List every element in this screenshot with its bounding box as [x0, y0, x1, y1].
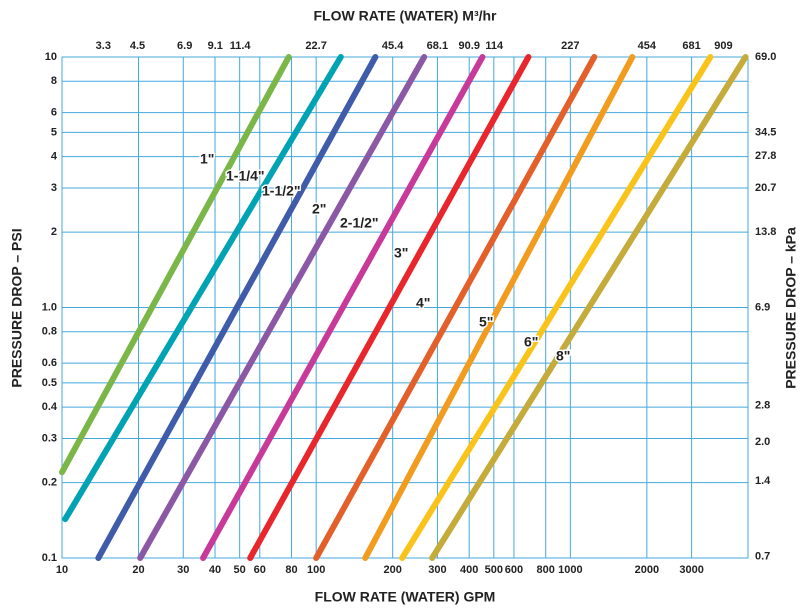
y2-tick-label: 13.8	[755, 226, 776, 238]
x-tick-label: 50	[234, 564, 246, 576]
y-tick-label: 0.1	[42, 552, 57, 564]
series-label: 3"	[394, 245, 408, 261]
x-tick-label: 10	[56, 564, 68, 576]
x-tick-label: 60	[254, 564, 266, 576]
x2-tick-label: 45.4	[382, 40, 404, 52]
y-tick-label: 4	[51, 151, 58, 163]
y-tick-label: 0.5	[42, 377, 57, 389]
series-line	[95, 54, 379, 561]
x2-tick-label: 11.4	[230, 40, 252, 52]
series-label: 5"	[479, 314, 493, 330]
y2-tick-label: 34.5	[755, 126, 776, 138]
y2-tick-label: 6.9	[755, 301, 770, 313]
y2-tick-label: 69.0	[755, 51, 776, 63]
series-label: 1"	[200, 151, 214, 167]
y-tick-label: 10	[45, 51, 57, 63]
y-tick-label: 6	[51, 106, 57, 118]
x-tick-label: 200	[384, 564, 402, 576]
series-line	[399, 54, 714, 561]
series-line	[137, 54, 428, 561]
y-tick-label: 3	[51, 182, 57, 194]
y-tick-label: 1.0	[42, 301, 57, 313]
y-tick-label: 0.8	[42, 326, 57, 338]
y-tick-label: 0.2	[42, 476, 57, 488]
series-label: 4"	[416, 295, 430, 311]
x2-tick-label: 454	[638, 40, 657, 52]
x2-tick-label: 681	[682, 40, 700, 52]
series-label: 1-1/2"	[262, 183, 301, 199]
y2-tick-label: 2.8	[755, 400, 770, 412]
y2-tick-label: 20.7	[755, 182, 776, 194]
x-tick-label: 2000	[635, 564, 659, 576]
series-label: 1-1/4"	[226, 168, 265, 184]
y2-axis-title: PRESSURE DROP – kPa	[783, 227, 799, 389]
y2-tick-label: 1.4	[755, 475, 771, 487]
x-tick-label: 3000	[679, 564, 703, 576]
x2-tick-label: 3.3	[96, 40, 111, 52]
series-line	[362, 54, 636, 561]
x2-tick-label: 68.1	[427, 40, 448, 52]
x2-tick-label: 9.1	[208, 40, 223, 52]
series-label: 6"	[524, 334, 538, 350]
y-tick-label: 0.6	[42, 357, 57, 369]
x2-tick-label: 909	[714, 40, 732, 52]
series-label: 8"	[556, 348, 570, 364]
x-tick-label: 80	[285, 564, 297, 576]
x-tick-label: 800	[537, 564, 555, 576]
series-line	[313, 54, 598, 561]
x-axis-title: FLOW RATE (WATER) GPM	[315, 589, 496, 605]
x-tick-label: 40	[209, 564, 221, 576]
y-tick-label: 8	[51, 75, 57, 87]
series-line	[200, 54, 486, 561]
y2-tick-label: 2.0	[755, 436, 770, 448]
x2-tick-label: 6.9	[177, 40, 192, 52]
y-tick-label: 0.3	[42, 432, 57, 444]
x2-tick-label: 4.5	[130, 40, 145, 52]
x-tick-label: 1000	[558, 564, 582, 576]
y-tick-label: 2	[51, 226, 57, 238]
series-line	[247, 54, 532, 561]
y-tick-label: 5	[51, 126, 57, 138]
y2-tick-label: 0.7	[755, 550, 770, 562]
x-tick-label: 300	[428, 564, 446, 576]
x-tick-label: 100	[307, 564, 325, 576]
series-label: 2"	[312, 201, 326, 217]
y-tick-label: 0.4	[42, 401, 58, 413]
y2-tick-label: 27.8	[755, 150, 776, 162]
x2-tick-label: 114	[485, 40, 504, 52]
x-tick-label: 30	[177, 564, 189, 576]
x2-tick-label: 22.7	[305, 40, 326, 52]
x-tick-label: 500	[485, 564, 503, 576]
x2-tick-label: 90.9	[459, 40, 480, 52]
x2-tick-label: 227	[561, 40, 579, 52]
series-line	[59, 54, 292, 476]
series-line	[429, 54, 749, 561]
x-tick-label: 20	[132, 564, 144, 576]
series-label: 2-1/2"	[340, 215, 379, 231]
x-tick-label: 400	[460, 564, 478, 576]
x-tick-label: 600	[505, 564, 523, 576]
y-axis-title: PRESSURE DROP – PSI	[9, 228, 25, 387]
x2-axis-title: FLOW RATE (WATER) M³/hr	[314, 8, 498, 24]
series-line	[62, 54, 344, 523]
